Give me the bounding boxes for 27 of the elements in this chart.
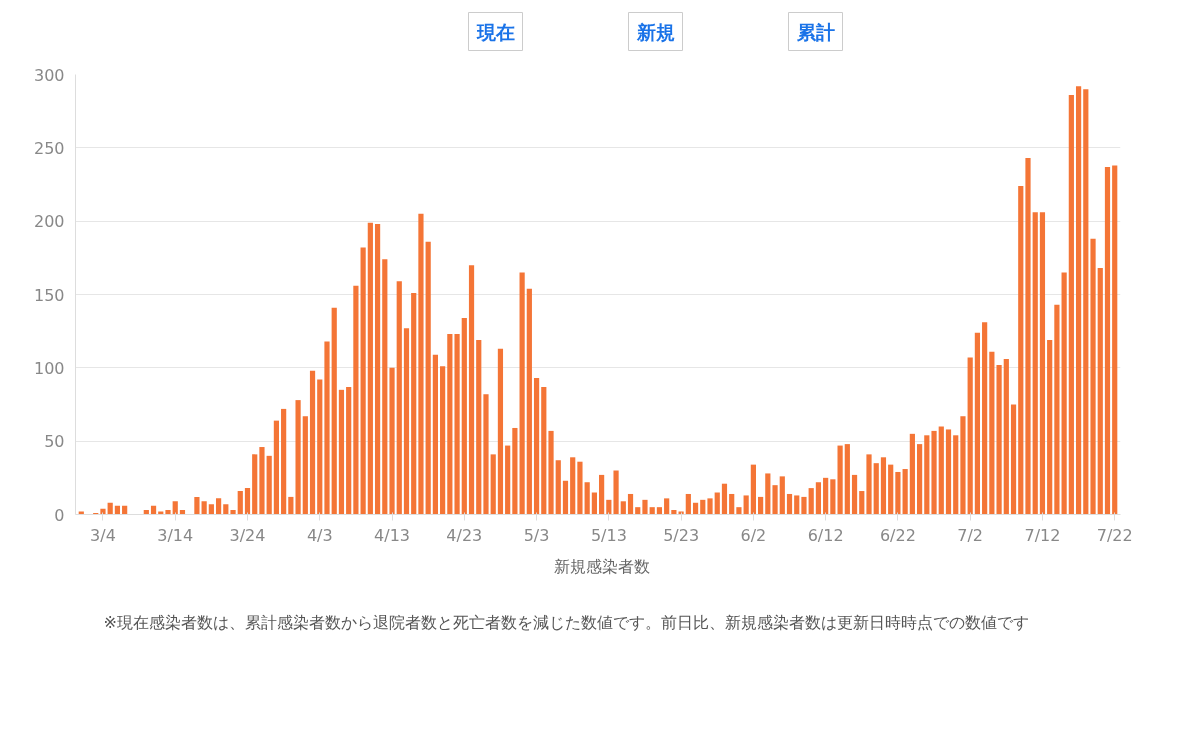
y-tick-label: 250 [33, 138, 65, 158]
x-tick-label: 7/12 [1024, 525, 1061, 545]
x-tick-label: 7/22 [1096, 525, 1133, 545]
x-tick-label: 5/3 [523, 525, 550, 545]
x-tick-label: 6/2 [740, 525, 767, 545]
y-tick-label: 150 [33, 285, 65, 305]
text: 累計 [795, 20, 835, 43]
x-tick-label: 3/24 [229, 525, 266, 545]
text: ※現在感染者数は、累計感染者数から退院者数と死亡者数を減じた数値です。前日比、新規感染者数は更新日時時点での数値です [103, 612, 1029, 632]
text: 現在 [475, 20, 515, 43]
y-tick-label: 0 [54, 505, 65, 525]
y-tick-label: 50 [44, 432, 65, 452]
x-tick-label: 6/12 [807, 525, 844, 545]
x-tick-label: 4/13 [374, 525, 411, 545]
text: 新規感染者数 [553, 557, 650, 578]
x-tick-label: 6/22 [879, 525, 916, 545]
y-tick-label: 300 [33, 65, 65, 85]
x-tick-label: 7/2 [957, 525, 984, 545]
x-tick-label: 3/4 [90, 525, 116, 545]
x-tick-label: 5/13 [590, 525, 627, 545]
x-tick-label: 4/3 [306, 525, 333, 545]
y-tick-label: 200 [33, 212, 65, 232]
text: 新規 [635, 20, 675, 43]
x-tick-label: 3/14 [157, 525, 194, 545]
x-tick-label: 4/23 [446, 525, 483, 545]
x-tick-label: 5/23 [663, 525, 700, 545]
y-tick-label: 100 [33, 358, 65, 378]
